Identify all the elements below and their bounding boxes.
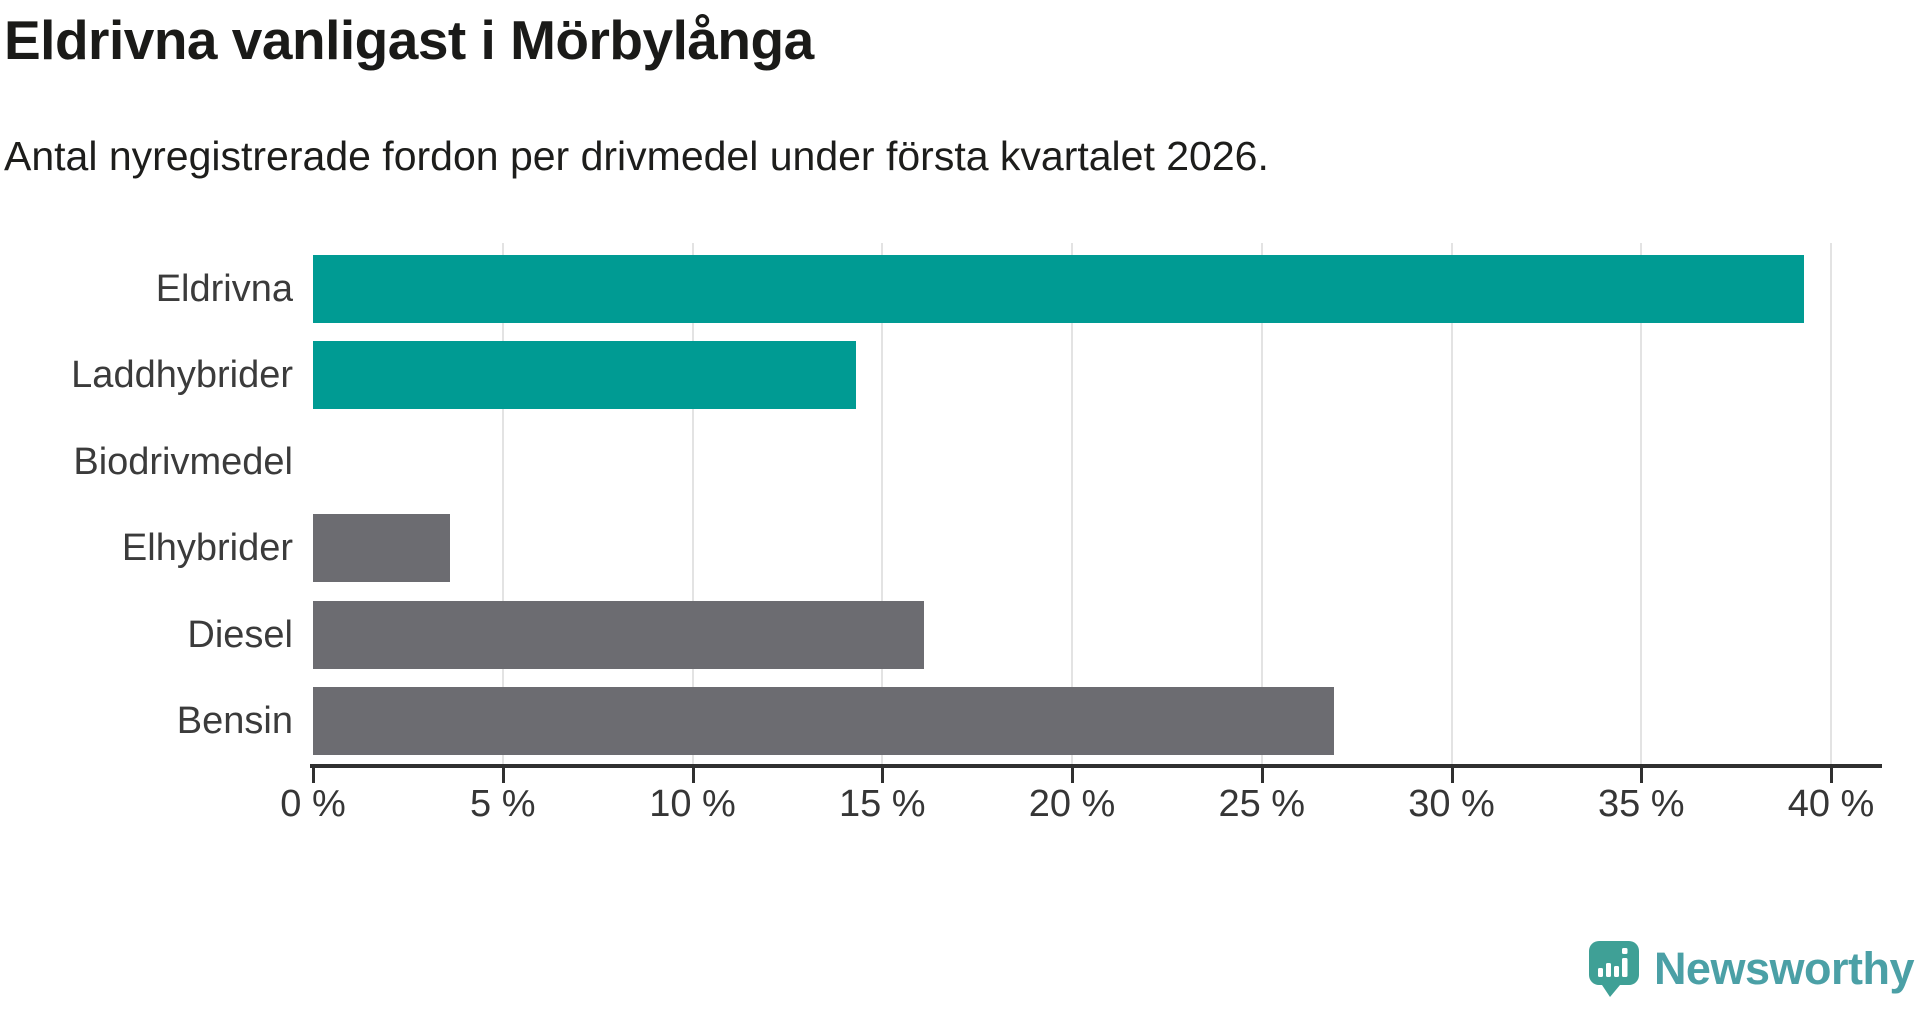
logo-text: Newsworthy xyxy=(1653,943,1915,994)
gridline-40 xyxy=(1830,243,1832,766)
bar-diesel xyxy=(313,600,924,669)
category-label: Eldrivna xyxy=(155,268,293,310)
x-axis-tick-label: 25 % xyxy=(1218,783,1306,825)
x-axis-tick-label: 30 % xyxy=(1408,783,1495,825)
category-label: Bensin xyxy=(176,700,293,742)
gridline-layer xyxy=(313,243,1832,766)
plot-area: Eldrivna Laddhybrider Biodrivmedel Elhybrid… xyxy=(0,243,1920,766)
x-axis-tick-label: 40 % xyxy=(1787,783,1875,825)
gridline-15 xyxy=(881,243,884,766)
category-row: Eldrivna xyxy=(0,255,1920,323)
chart-title: Eldrivna vanligast i Mörbylånga xyxy=(4,9,814,71)
gridline-10 xyxy=(691,243,694,766)
newsworthy-logo-icon xyxy=(1588,941,1639,997)
gridline-20 xyxy=(1071,243,1073,766)
category-row: Bensin xyxy=(0,687,1920,755)
category-label: Biodrivmedel xyxy=(73,440,293,483)
x-axis-tick xyxy=(501,768,505,783)
category-row: Elhybrider xyxy=(0,514,1920,583)
gridline-5 xyxy=(501,243,504,766)
x-axis-tick xyxy=(1260,768,1264,783)
category-label: Elhybrider xyxy=(121,527,293,570)
x-axis-tick-label: 20 % xyxy=(1028,783,1116,825)
bar-bensin xyxy=(313,687,1334,755)
x-axis-tick-label: 15 % xyxy=(838,783,926,825)
x-axis-tick xyxy=(691,768,695,783)
bar-eldrivna xyxy=(313,255,1805,323)
category-row: Diesel xyxy=(0,600,1920,669)
category-row: Laddhybrider xyxy=(0,341,1920,410)
x-axis-tick-label: 35 % xyxy=(1597,783,1685,825)
category-label: Diesel xyxy=(187,613,293,656)
x-axis-line xyxy=(310,764,1882,768)
gridline-35 xyxy=(1640,243,1643,766)
x-axis-tick xyxy=(312,768,315,783)
category-label: Laddhybrider xyxy=(71,354,293,397)
x-axis-tick xyxy=(881,768,885,783)
x-axis-tick-label: 10 % xyxy=(649,783,736,825)
x-axis-tick-label: 5 % xyxy=(470,783,536,825)
x-axis-tick xyxy=(1640,768,1644,783)
category-row: Biodrivmedel xyxy=(0,428,1920,496)
x-axis-tick xyxy=(1830,768,1833,783)
x-axis-tick-label: 0 % xyxy=(280,783,346,825)
bar-laddhybrider xyxy=(313,341,856,410)
bar-elhybrider xyxy=(313,514,450,583)
gridline-25 xyxy=(1260,243,1263,766)
chart-subtitle: Antal nyregistrerade fordon per drivmede… xyxy=(4,133,1269,179)
newsworthy-logo: Newsworthy xyxy=(1588,940,1915,998)
gridline-30 xyxy=(1450,243,1453,766)
x-axis-tick xyxy=(1071,768,1074,783)
x-axis-tick xyxy=(1450,768,1454,783)
